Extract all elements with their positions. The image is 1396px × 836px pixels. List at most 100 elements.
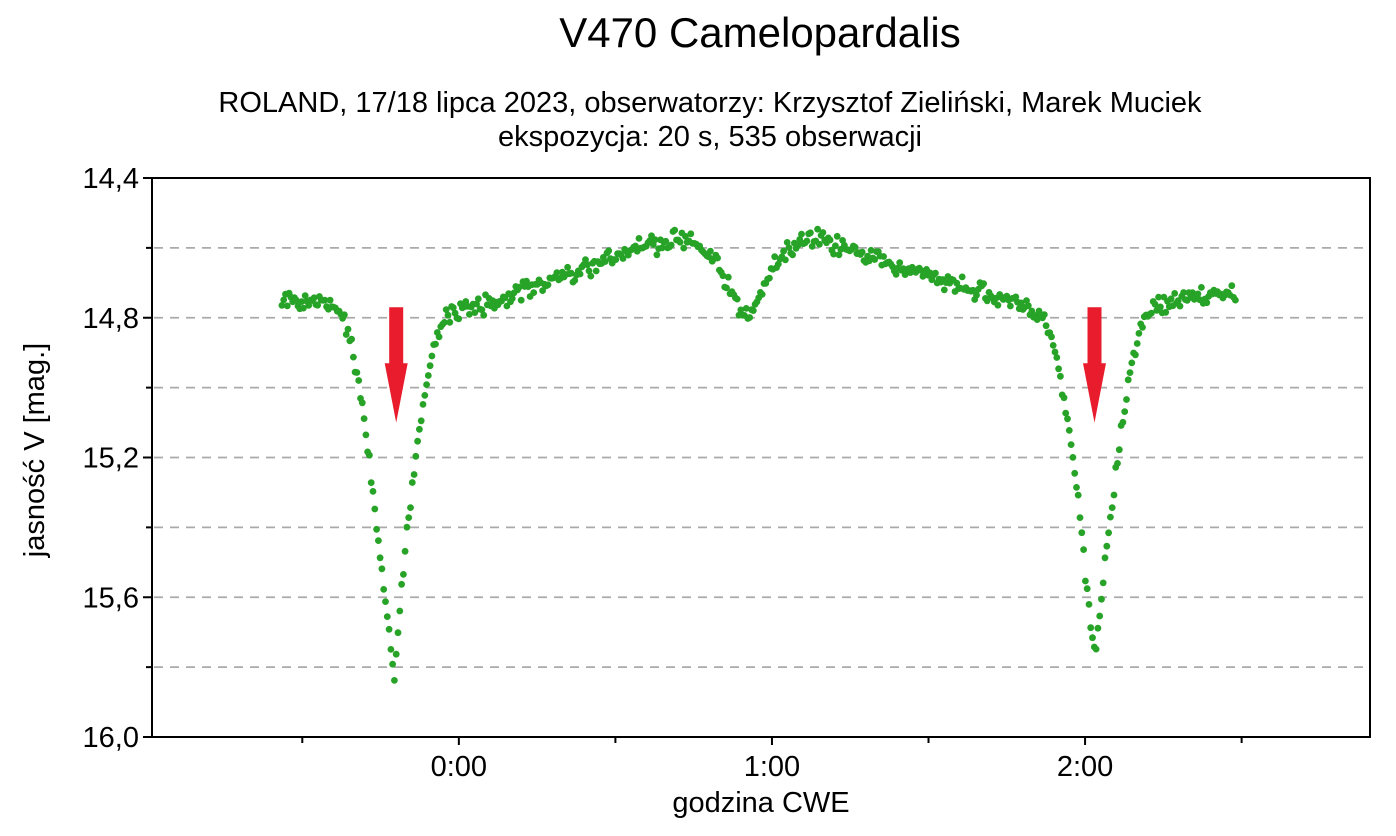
- data-point: [344, 325, 352, 333]
- data-point: [814, 225, 821, 233]
- data-point: [412, 452, 420, 460]
- data-point: [1012, 293, 1020, 301]
- data-point: [835, 251, 843, 259]
- data-point: [416, 425, 423, 433]
- data-point: [1065, 427, 1073, 434]
- data-point: [305, 302, 313, 309]
- data-point: [746, 314, 754, 321]
- data-point: [471, 309, 479, 316]
- data-point: [1167, 295, 1175, 303]
- data-point: [707, 247, 714, 255]
- data-point: [826, 236, 834, 244]
- data-point: [392, 650, 400, 658]
- data-point: [774, 260, 782, 268]
- data-point: [1023, 297, 1030, 304]
- data-point: [446, 318, 454, 326]
- gridlines: [154, 246, 1368, 669]
- data-point: [301, 292, 309, 299]
- data-point: [896, 259, 904, 267]
- data-point: [785, 244, 793, 252]
- data-point: [803, 237, 811, 245]
- data-point: [583, 261, 591, 269]
- data-point: [1085, 601, 1093, 608]
- data-point: [396, 607, 404, 615]
- eclipse-arrows: [384, 307, 1106, 423]
- data-point: [1080, 546, 1087, 553]
- x-tick-label: 0:00: [431, 751, 487, 783]
- data-point: [441, 319, 448, 326]
- data-point: [321, 296, 329, 304]
- data-point: [369, 488, 377, 495]
- data-point: [400, 571, 407, 578]
- data-point: [742, 305, 750, 312]
- data-point: [980, 280, 987, 288]
- data-point: [523, 277, 530, 285]
- data-point: [1076, 514, 1084, 521]
- data-point: [1071, 469, 1079, 477]
- data-point: [794, 242, 802, 249]
- data-point: [833, 232, 841, 240]
- data-point: [1108, 504, 1116, 511]
- y-tick-label: 15,6: [83, 582, 139, 614]
- data-point: [816, 240, 823, 248]
- data-point: [1198, 284, 1205, 291]
- data-point: [587, 272, 595, 280]
- data-point: [851, 243, 859, 251]
- data-point: [564, 263, 571, 271]
- data-point: [517, 296, 525, 304]
- data-point: [766, 274, 773, 282]
- data-point: [1083, 585, 1091, 593]
- data-point: [366, 451, 373, 459]
- data-point: [1024, 302, 1032, 310]
- data-point: [1114, 460, 1121, 467]
- data-point: [1060, 394, 1068, 402]
- data-point: [973, 291, 980, 299]
- data-point: [671, 226, 679, 234]
- data-point: [737, 306, 745, 314]
- data-point: [1126, 369, 1134, 376]
- data-point: [407, 504, 414, 511]
- data-point: [1155, 293, 1162, 301]
- data-point: [1055, 365, 1062, 373]
- data-point: [474, 295, 482, 303]
- data-point: [1135, 330, 1143, 337]
- x-tick-label: 2:00: [1057, 751, 1113, 783]
- data-point: [355, 377, 363, 384]
- eclipse-arrow: [384, 307, 408, 423]
- data-point: [442, 306, 450, 313]
- data-point: [1094, 624, 1102, 632]
- data-point: [1057, 372, 1064, 380]
- data-point: [1092, 645, 1100, 653]
- data-point: [314, 301, 321, 309]
- data-point: [371, 505, 379, 513]
- data-point: [958, 273, 966, 281]
- data-point: [1148, 309, 1155, 317]
- data-point: [1180, 289, 1187, 296]
- data-point: [360, 415, 368, 422]
- data-point: [478, 306, 486, 314]
- data-point: [553, 269, 561, 276]
- data-point: [1082, 577, 1089, 585]
- data-point: [1089, 634, 1096, 642]
- data-point: [382, 598, 389, 605]
- eclipse-arrow: [1083, 307, 1106, 423]
- x-axis: 0:00 1:00 2:00: [301, 737, 1243, 783]
- data-point: [473, 300, 480, 308]
- data-point: [1124, 376, 1132, 384]
- data-point: [771, 253, 779, 261]
- data-point: [292, 296, 300, 304]
- data-point: [932, 269, 939, 277]
- chart-title: V470 Camelopardalis: [559, 9, 961, 56]
- data-point: [994, 301, 1002, 309]
- data-point: [1203, 299, 1211, 307]
- data-point: [1101, 554, 1109, 562]
- data-point: [426, 362, 434, 370]
- data-point: [1067, 441, 1075, 448]
- data-point: [1162, 308, 1170, 316]
- data-point: [408, 479, 416, 486]
- data-point: [1099, 579, 1107, 587]
- data-point: [749, 307, 757, 314]
- data-point: [632, 242, 639, 250]
- data-point: [758, 291, 766, 298]
